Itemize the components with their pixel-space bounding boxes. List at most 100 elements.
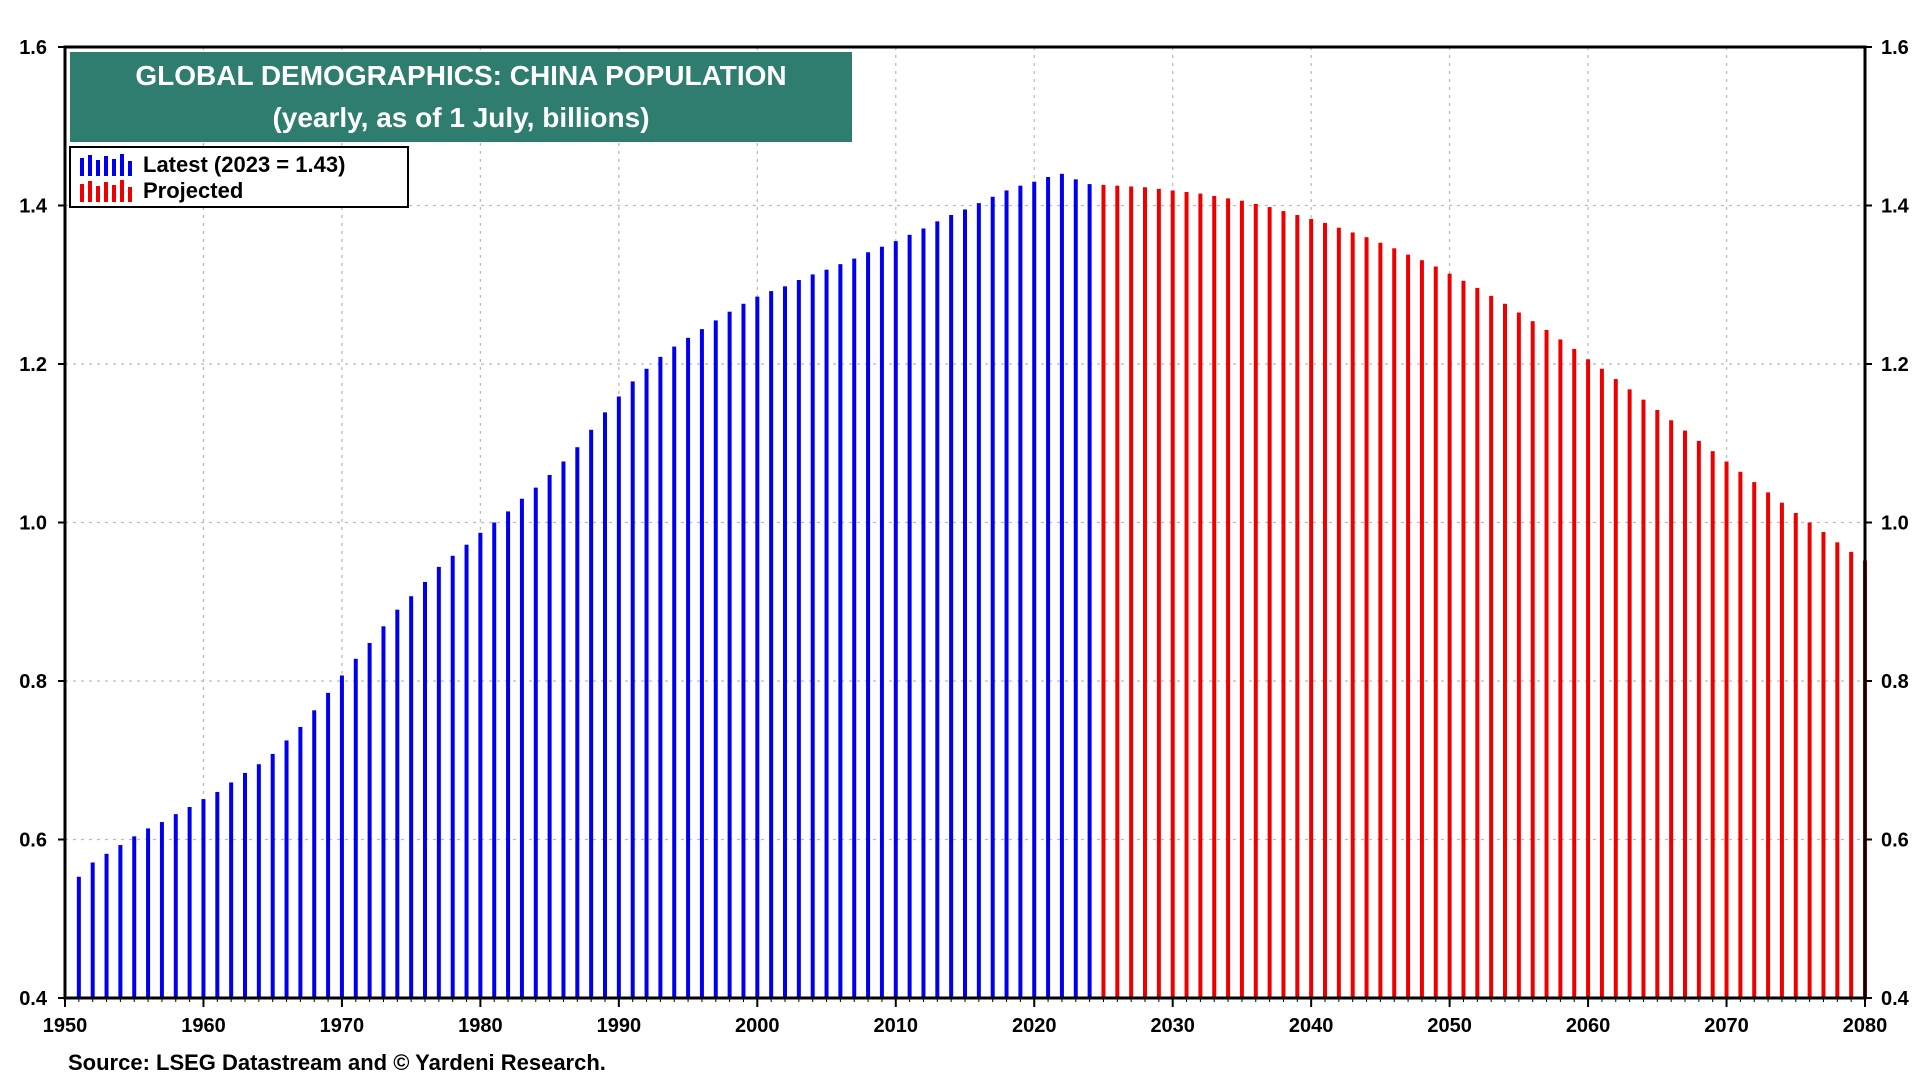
bar-latest	[976, 203, 981, 998]
bar-latest	[423, 581, 427, 998]
bar-latest	[575, 447, 580, 998]
bar-latest	[769, 291, 774, 999]
bar-projected	[1821, 532, 1826, 998]
bar-projected	[1572, 348, 1577, 998]
bar-latest	[603, 412, 607, 998]
bar-latest	[146, 828, 151, 998]
bar-projected	[1503, 303, 1507, 998]
bar-latest	[90, 862, 95, 998]
bar-projected	[1724, 461, 1729, 998]
y-tick-label-left: 0.8	[19, 671, 47, 693]
bar-projected	[1364, 237, 1369, 998]
y-tick-label-right: 0.4	[1881, 988, 1910, 1010]
bar-projected	[1156, 188, 1161, 999]
bar-latest	[1004, 190, 1009, 998]
bar-latest	[353, 658, 358, 998]
y-tick-label-left: 1.6	[19, 37, 47, 59]
bar-projected	[1350, 232, 1355, 998]
legend-swatch-projected	[80, 180, 132, 202]
x-tick-label: 2070	[1704, 1015, 1749, 1037]
bar-latest	[409, 596, 414, 998]
bar-latest	[270, 753, 275, 998]
bar-latest	[838, 264, 843, 998]
bar-projected	[1295, 215, 1300, 998]
bar-latest	[1059, 173, 1064, 999]
bar-latest	[187, 807, 192, 998]
bar-latest	[658, 356, 663, 998]
bar-latest	[492, 522, 497, 998]
bar-projected	[1849, 551, 1854, 998]
bar-latest	[713, 320, 718, 999]
bar-projected	[1738, 471, 1743, 998]
bar-latest	[464, 544, 469, 998]
bar-latest	[547, 474, 552, 998]
bar-latest	[1073, 179, 1078, 998]
tick-marks	[58, 46, 1872, 1007]
bar-projected	[1212, 195, 1217, 999]
legend-label-projected: Projected	[143, 178, 244, 203]
bar-latest	[104, 853, 109, 998]
bar-latest	[561, 461, 566, 998]
y-tick-label-right: 1.2	[1881, 354, 1909, 376]
y-tick-label-left: 0.4	[19, 988, 48, 1010]
y-tick-label-right: 0.6	[1881, 830, 1909, 852]
bar-projected	[1170, 190, 1175, 998]
bar-latest	[644, 368, 649, 998]
bar-latest	[1018, 185, 1023, 998]
x-tick-label: 2000	[735, 1015, 780, 1037]
legend-swatch-latest	[80, 154, 132, 176]
bar-latest	[339, 675, 344, 998]
bar-latest	[686, 337, 691, 998]
bar-latest	[672, 346, 677, 998]
bar-latest	[949, 215, 954, 998]
bar-latest	[395, 609, 400, 998]
bar-latest	[1032, 181, 1037, 999]
bar-projected	[1378, 242, 1383, 998]
bar-projected	[1461, 280, 1466, 999]
bar-projected	[1669, 420, 1674, 999]
bar-projected	[1115, 185, 1120, 998]
x-tick-label: 2060	[1566, 1015, 1611, 1037]
y-tick-label-right: 0.8	[1881, 671, 1909, 693]
bar-latest	[810, 274, 815, 998]
bar-projected	[1309, 218, 1314, 998]
bar-latest	[450, 555, 455, 998]
y-tick-label-left: 1.0	[19, 513, 47, 535]
bar-latest	[312, 710, 317, 998]
bar-latest	[699, 329, 704, 998]
x-tick-label: 2030	[1150, 1015, 1195, 1037]
bar-projected	[1129, 186, 1134, 999]
bar-latest	[630, 381, 635, 998]
legend-item-projected: Projected	[79, 178, 243, 204]
bar-latest	[284, 740, 289, 998]
bar-projected	[1613, 379, 1618, 998]
bar-projected	[1599, 368, 1604, 998]
bar-latest	[963, 209, 967, 998]
x-tick-label: 1970	[320, 1015, 365, 1037]
bar-latest	[201, 799, 206, 998]
bar-latest	[256, 764, 261, 998]
tick-labels: 1950 1960 1970 1980 1990 2000 2010 2020 2030 2040…	[19, 37, 1909, 1037]
bar-latest	[755, 296, 760, 998]
bar-projected	[1267, 207, 1272, 998]
bar-latest	[215, 791, 220, 998]
x-tick-label: 2040	[1289, 1015, 1334, 1037]
bar-latest	[783, 286, 787, 999]
bar-latest	[824, 269, 829, 998]
bar-projected	[1253, 203, 1258, 999]
bar-projected	[1752, 482, 1757, 998]
bar-latest	[533, 487, 538, 998]
bar-latest	[506, 511, 511, 998]
chart-title: GLOBAL DEMOGRAPHICS: CHINA POPULATION	[135, 60, 787, 91]
bar-projected	[1336, 227, 1341, 998]
bar-projected	[1143, 187, 1147, 998]
bar-projected	[1239, 200, 1244, 998]
x-tick-label: 2080	[1843, 1015, 1888, 1037]
bar-projected	[1696, 440, 1701, 998]
chart-subtitle: (yearly, as of 1 July, billions)	[272, 102, 650, 133]
bar-projected	[1475, 287, 1480, 998]
bar-latest	[879, 246, 884, 998]
bar-projected	[1544, 329, 1549, 998]
x-tick-label: 1950	[43, 1015, 88, 1037]
bar-latest	[866, 252, 871, 998]
